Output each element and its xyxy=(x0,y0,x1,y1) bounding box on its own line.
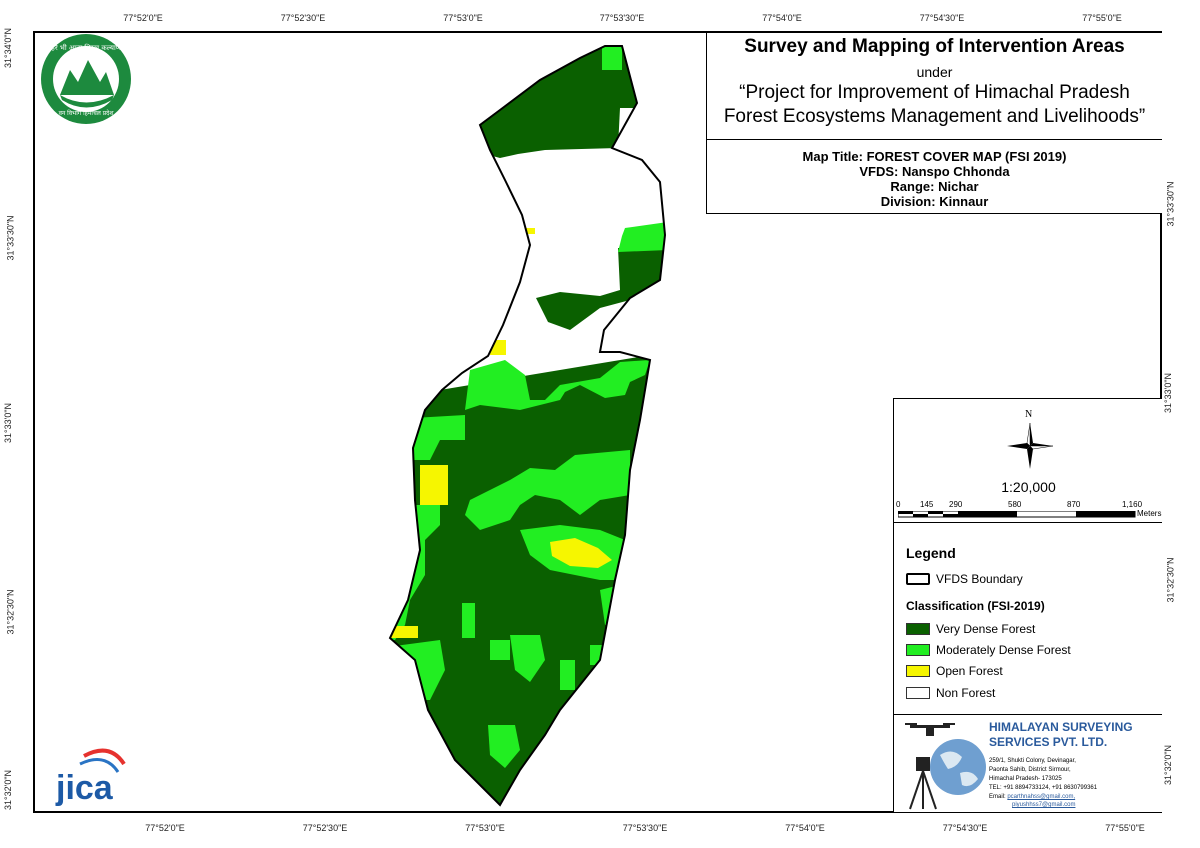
lat-tick-left: 31°34'0"N xyxy=(3,27,14,69)
lat-tick-left: 31°33'0"N xyxy=(3,402,14,444)
lon-tick-bottom: 77°55'0"E xyxy=(1105,823,1145,833)
forest-cover-map: हरे भी आत्म धिरख कल्याण वन विभाग हिमाचल … xyxy=(41,34,667,807)
open-forest-area xyxy=(390,626,418,638)
jica-logo: jica xyxy=(55,748,126,807)
moderately-dense-forest-area xyxy=(490,640,510,660)
moderately-dense-forest-area xyxy=(602,46,622,70)
moderately-dense-forest-area xyxy=(618,222,665,252)
company-email-2[interactable]: piyushhss7@gmail.com xyxy=(1012,802,1076,808)
scale-bar xyxy=(898,511,1136,518)
vfds-boundary xyxy=(388,45,667,807)
scale-unit: Meters xyxy=(1137,509,1162,518)
lon-tick-bottom: 77°52'30"E xyxy=(302,823,348,833)
moderately-dense-forest-area xyxy=(462,603,475,638)
company-address-1: 259/1, Shukti Colony, Devinagar, xyxy=(989,758,1076,764)
hp-forest-department-logo: हरे भी आत्म धिरख कल्याण वन विभाग हिमाचल … xyxy=(41,34,131,124)
classification-title: Classification (FSI-2019) xyxy=(906,599,1045,613)
lon-tick-top: 77°53'0"E xyxy=(443,13,483,23)
open-forest-area xyxy=(550,538,612,568)
company-email-1[interactable]: pcarthnahss@gmail.com, xyxy=(1007,794,1076,800)
very-dense-swatch xyxy=(906,623,930,635)
moderately-dense-forest-area xyxy=(465,450,630,530)
lat-tick-left: 31°33'30"N xyxy=(5,215,16,261)
legend-title: Legend xyxy=(906,545,956,561)
company-name-line-2: SERVICES PVT. LTD. xyxy=(989,735,1108,749)
lon-tick-top: 77°54'30"E xyxy=(919,13,965,23)
legend-label: VFDS Boundary xyxy=(936,572,1023,586)
moderately-dense-forest-area xyxy=(465,360,650,410)
survey-drone-tripod-logo xyxy=(905,723,986,810)
map-info-block: Map Title: FOREST COVER MAP (FSI 2019) V… xyxy=(706,140,1162,214)
lon-tick-bottom: 77°53'0"E xyxy=(465,823,505,833)
company-address-3: Himachal Pradesh- 173025 xyxy=(989,776,1062,782)
vfds-name: VFDS: Nanspo Chhonda xyxy=(859,164,1010,179)
lon-tick-bottom: 77°54'30"E xyxy=(942,823,988,833)
open-forest-swatch xyxy=(906,665,930,677)
lon-tick-bottom: 77°53'30"E xyxy=(622,823,668,833)
boundary-swatch xyxy=(906,573,930,585)
open-forest-area xyxy=(525,228,535,234)
lon-tick-top: 77°52'0"E xyxy=(123,13,163,23)
lon-tick-top: 77°52'30"E xyxy=(280,13,326,23)
page-title: Survey and Mapping of Intervention Areas xyxy=(744,36,1125,57)
company-email-label: Email: xyxy=(989,794,1008,800)
lon-tick-bottom: 77°52'0"E xyxy=(145,823,185,833)
lat-tick-right: 31°32'0"N xyxy=(1163,744,1174,786)
lat-tick-left: 31°32'30"N xyxy=(5,589,16,635)
company-block: HIMALAYAN SURVEYING SERVICES PVT. LTD. 2… xyxy=(893,715,1162,812)
division-name: Division: Kinnaur xyxy=(880,194,989,209)
scale-ratio: 1:20,000 xyxy=(1001,479,1056,495)
project-line-1: “Project for Improvement of Himachal Pra… xyxy=(739,82,1130,103)
scale-label-290: 290 xyxy=(949,500,963,509)
range-name: Range: Nichar xyxy=(890,179,979,194)
lon-tick-bottom: 77°54'0"E xyxy=(785,823,825,833)
hp-logo-text-bottom: वन विभाग हिमाचल प्रदेश xyxy=(59,109,115,117)
lat-tick-left: 31°32'0"N xyxy=(3,769,14,811)
legend: Legend VFDS Boundary Classification (FSI… xyxy=(893,523,1162,715)
lat-tick-right: 31°33'0"N xyxy=(1163,372,1174,414)
title-block: Survey and Mapping of Intervention Areas… xyxy=(706,33,1162,140)
lon-tick-top: 77°54'0"E xyxy=(762,13,802,23)
company-address-2: Paonta Sahib, District Sirmour, xyxy=(989,767,1071,773)
project-line-2: Forest Ecosystems Management and Livelih… xyxy=(723,106,1146,127)
moderately-dense-forest-area xyxy=(488,725,520,768)
legend-label: Non Forest xyxy=(936,686,996,700)
north-label: N xyxy=(1025,409,1033,420)
legend-label: Open Forest xyxy=(936,664,1003,678)
company-name-line-1: HIMALAYAN SURVEYING xyxy=(989,720,1133,734)
map-title: Map Title: FOREST COVER MAP (FSI 2019) xyxy=(802,149,1067,164)
scale-label-870: 870 xyxy=(1067,500,1081,509)
company-email-row: Email: pcarthnahss@gmail.com, xyxy=(989,794,1075,800)
lat-tick-right: 31°32'30"N xyxy=(1165,557,1176,603)
moderately-dense-forest-area xyxy=(560,660,575,690)
lat-tick-right: 31°33'30"N xyxy=(1165,181,1176,227)
moderately-dense-forest-area xyxy=(510,635,545,682)
lon-tick-top: 77°53'30"E xyxy=(599,13,645,23)
moderately-dense-swatch xyxy=(906,644,930,656)
scale-label-0: 0 xyxy=(896,500,901,509)
scale-block: N 1:20,000 0 145 290 580 870 1,160 Meter… xyxy=(893,398,1162,523)
scale-label-1160: 1,160 xyxy=(1122,500,1143,509)
legend-label: Very Dense Forest xyxy=(936,622,1036,636)
hp-logo-text-top: हरे भी आत्म धिरख कल्याण xyxy=(51,43,122,52)
company-tel: TEL: +91 8894733124, +91 8630799361 xyxy=(989,785,1098,791)
legend-label: Moderately Dense Forest xyxy=(936,643,1071,657)
jica-logo-text: jica xyxy=(55,769,114,807)
non-forest-swatch xyxy=(906,687,930,699)
very-dense-forest-area xyxy=(536,248,665,330)
scale-label-580: 580 xyxy=(1008,500,1022,509)
under-text: under xyxy=(916,64,953,80)
lon-tick-top: 77°55'0"E xyxy=(1082,13,1122,23)
open-forest-area xyxy=(420,465,448,505)
north-arrow-icon xyxy=(1007,422,1054,469)
scale-label-145: 145 xyxy=(920,500,934,509)
